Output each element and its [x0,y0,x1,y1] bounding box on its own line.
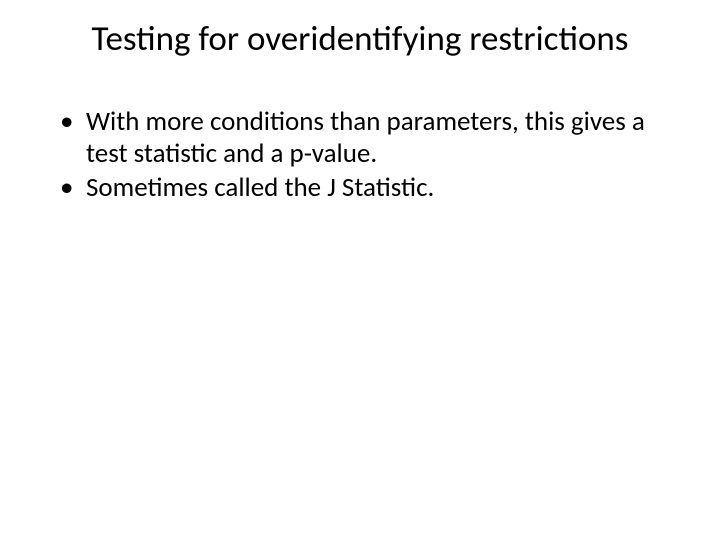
slide-body: With more conditions than parameters, th… [40,106,680,204]
bullet-item: With more conditions than parameters, th… [60,106,680,170]
slide-title: Testing for overidentifying restrictions [40,18,680,60]
bullet-item: Sometimes called the J Statistic. [60,172,680,204]
slide: Testing for overidentifying restrictions… [0,0,720,540]
